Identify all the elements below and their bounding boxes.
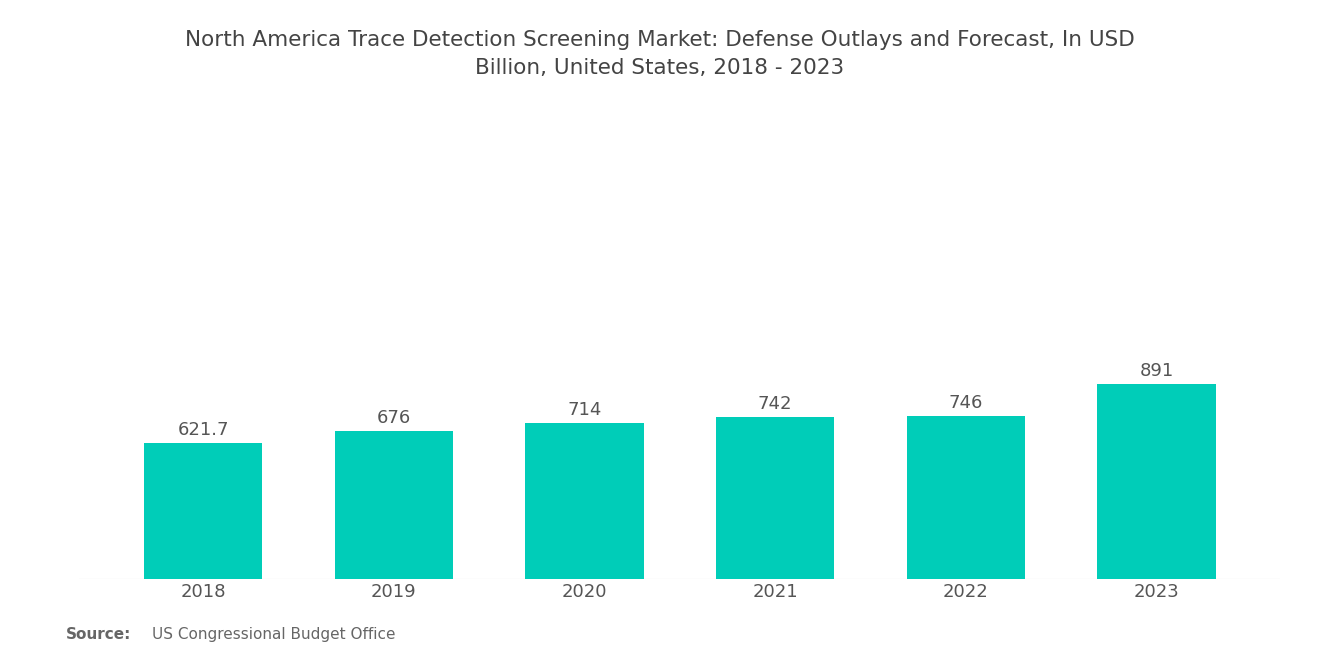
Text: North America Trace Detection Screening Market: Defense Outlays and Forecast, In: North America Trace Detection Screening … — [185, 30, 1135, 78]
Bar — [525, 423, 644, 579]
Bar — [907, 416, 1024, 579]
Text: US Congressional Budget Office: US Congressional Budget Office — [152, 626, 395, 642]
Text: 746: 746 — [949, 394, 983, 412]
Text: 621.7: 621.7 — [177, 421, 228, 439]
Text: 676: 676 — [376, 409, 411, 428]
Text: 891: 891 — [1139, 362, 1173, 380]
Bar — [144, 443, 263, 579]
Bar — [1097, 384, 1216, 579]
Text: 742: 742 — [758, 395, 792, 413]
Text: Source:: Source: — [66, 626, 132, 642]
Text: 714: 714 — [568, 401, 602, 419]
Bar — [335, 431, 453, 579]
Bar — [715, 417, 834, 579]
